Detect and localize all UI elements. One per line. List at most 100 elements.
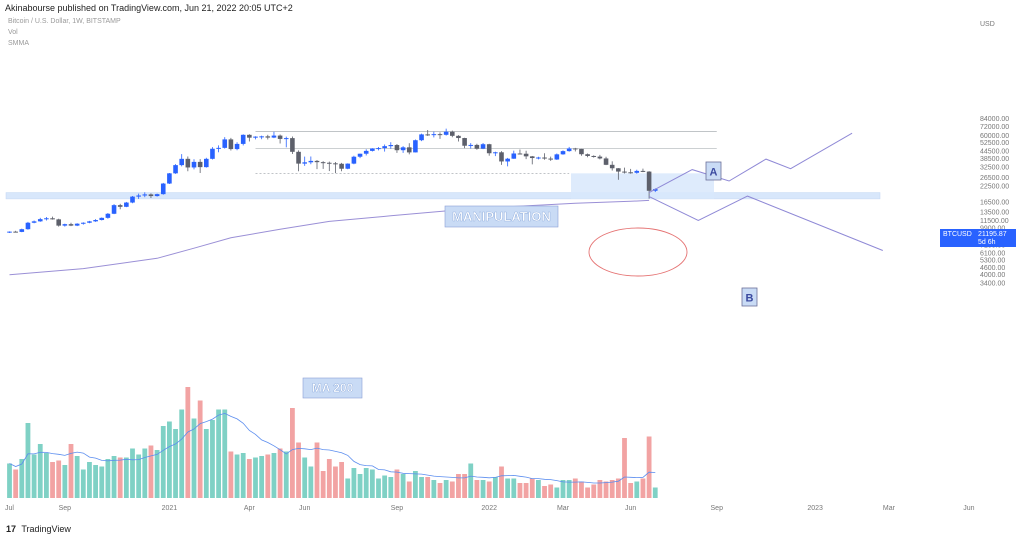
candle-body [314,160,320,163]
volume-bar [640,478,646,498]
candle-body [591,155,597,157]
candle-body [616,168,621,172]
candle-body [450,131,455,136]
volume-bar [283,451,289,498]
volume-bar [296,442,301,498]
candle-body [204,158,209,168]
volume-bar [646,436,652,498]
candle-body [62,224,68,226]
volume-bar [136,454,142,498]
volume-bar [154,450,160,498]
tradingview-logo-icon: 17 [6,524,17,534]
candle-body [277,135,283,139]
candle-body [290,138,295,152]
tradingview-footer[interactable]: 17 TradingView [6,524,71,534]
candle-body [25,222,31,230]
volume-bar [560,480,566,498]
volume-bar [308,466,314,498]
volume-bar [185,387,191,498]
volume-bar [622,438,627,498]
volume-bar [431,480,437,498]
candle-body [443,131,449,135]
scenario-b-path [648,195,883,251]
volume-bar [93,465,98,498]
candle-body [357,153,363,157]
volume-bar [326,459,332,498]
y-tick-label: 84000.00 [980,116,1009,123]
candle-body [234,143,240,150]
candle-body [148,194,154,197]
ma200-label: MA 200 [312,381,354,395]
y-tick-label: 5300.00 [980,258,1005,265]
publisher-line: Akinabourse published on TradingView.com… [5,3,293,13]
candle-body [271,135,277,138]
candle-body [44,218,49,220]
volume-bar [425,477,431,498]
candle-body [74,223,80,226]
x-tick-label: Apr [244,505,256,512]
candle-body [394,145,400,151]
scenario-a-label: A [710,167,718,179]
candle-body [505,158,510,162]
candle-body [327,162,332,164]
volume-bar [56,460,62,498]
candle-body [160,183,166,195]
volume-bar [591,484,597,498]
y-tick-label: 3400.00 [980,281,1005,288]
volume-bar [339,462,344,498]
candle-body [548,158,553,160]
volume-bar [419,477,424,498]
volume-bar [634,481,640,498]
candle-body [296,151,301,164]
volume-bar [87,462,92,498]
candle-body [308,160,314,163]
volume-bar [234,454,240,498]
candle-body [363,150,369,154]
x-tick-label: Jun [625,505,636,512]
volume-bar [382,475,388,498]
candle-body [136,195,141,197]
volume-bar [566,480,572,498]
candle-body [31,221,37,223]
volume-bar [542,486,547,498]
volume-bar [443,480,449,498]
candle-body [185,158,191,168]
tradingview-brand: TradingView [21,524,71,534]
volume-bar [585,487,590,498]
candle-body [105,213,111,218]
volume-bar [449,481,455,498]
volume-bar [197,400,203,498]
candle-body [228,139,234,150]
candle-body [333,163,338,165]
candle-body [87,221,92,223]
candle-body [456,135,461,139]
scenario-b-box [741,287,758,307]
candle-body [240,134,246,144]
candle-body [173,165,178,174]
candle-body [542,157,547,159]
volume-bar [572,478,578,498]
volume-bar [130,448,135,498]
x-tick-label: Sep [391,505,404,512]
volume-bar [554,487,560,498]
candle-body [400,147,406,151]
candle-body [117,205,123,207]
x-tick-label: Sep [711,505,724,512]
volume-bar [50,462,55,498]
candle-body [474,144,480,149]
volume-bar [31,454,37,498]
volume-bar [369,469,375,498]
volume-bar [179,409,185,498]
candle-body [265,136,271,138]
volume-bar [320,471,326,498]
candle-body [99,217,105,221]
candle-body [93,220,98,222]
volume-bar [210,420,215,498]
volume-bar [203,429,209,498]
volume-bar [290,408,295,498]
candle-body [603,158,609,165]
candle-body [179,158,184,166]
candle-body [468,144,474,146]
candle-body [56,219,61,226]
